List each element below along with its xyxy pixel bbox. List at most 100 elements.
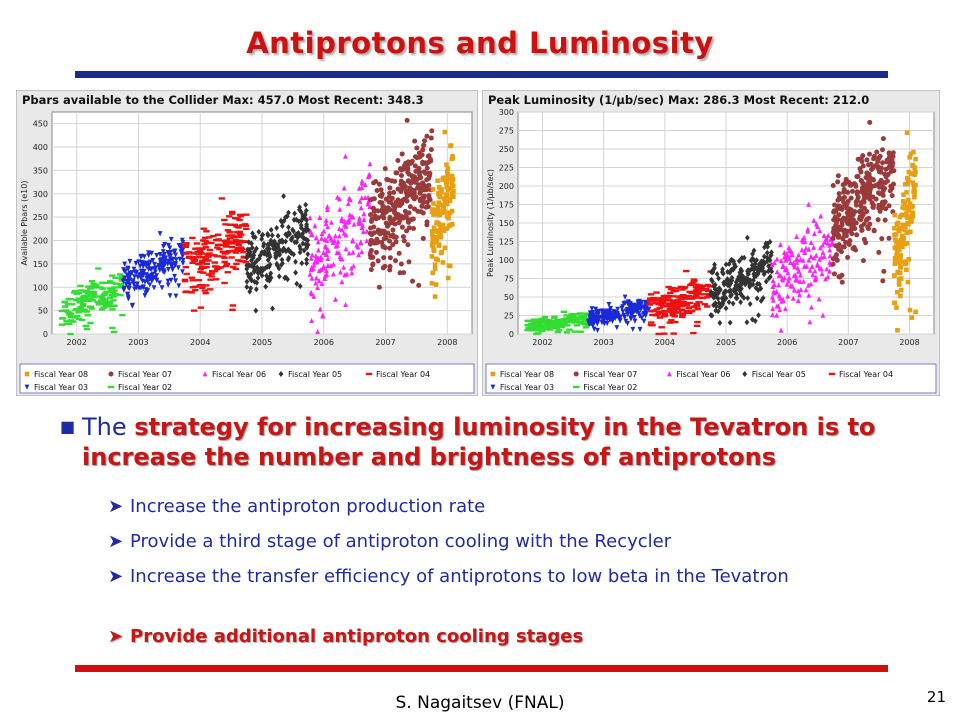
series-fiscal-year-04 [646, 270, 714, 335]
data-point [268, 226, 274, 233]
data-point [70, 291, 78, 294]
data-point [890, 150, 896, 156]
data-point [182, 265, 190, 269]
legend-marker [365, 372, 373, 376]
data-point [854, 174, 860, 180]
x-tick-label: 2002 [532, 338, 552, 347]
data-point [237, 249, 245, 253]
page-number: 21 [926, 688, 946, 706]
data-point [268, 274, 274, 281]
data-point [321, 228, 327, 234]
data-point [812, 268, 818, 274]
data-point [560, 320, 568, 323]
data-point [764, 254, 770, 261]
data-point [446, 176, 451, 181]
data-point [271, 245, 276, 252]
data-point [226, 215, 233, 218]
data-point [68, 303, 76, 306]
data-point [190, 252, 197, 255]
data-point-min [432, 294, 438, 299]
data-point [110, 299, 117, 302]
data-point [281, 247, 286, 254]
data-point [839, 222, 845, 228]
data-point [397, 270, 403, 276]
data-point [420, 147, 426, 153]
data-point [279, 237, 285, 244]
data-point [830, 229, 836, 235]
data-point [226, 231, 234, 234]
data-point [612, 315, 618, 322]
data-point [124, 272, 130, 278]
data-point [716, 300, 722, 307]
data-point [451, 188, 456, 194]
data-point [432, 262, 438, 268]
data-point [58, 309, 65, 313]
data-point [146, 252, 151, 259]
data-point [883, 166, 889, 172]
data-point [447, 263, 453, 269]
data-point [874, 149, 880, 155]
series-fiscal-year-07 [830, 136, 897, 284]
data-point [410, 175, 416, 181]
data-point [536, 324, 544, 327]
data-point [838, 204, 844, 210]
data-point [843, 239, 849, 245]
data-point [195, 247, 203, 250]
data-point [401, 238, 407, 244]
data-point [741, 294, 747, 301]
data-point [647, 302, 654, 305]
data-point [629, 311, 635, 317]
data-point [603, 313, 609, 319]
series-max-point [595, 294, 628, 334]
data-point [641, 312, 647, 318]
data-point [429, 254, 435, 259]
data-point [563, 331, 571, 334]
y-tick-label: 150 [499, 219, 514, 228]
data-point [270, 305, 275, 312]
data-point [852, 181, 858, 187]
data-point [600, 308, 606, 314]
data-point [780, 297, 786, 303]
data-point [899, 243, 905, 249]
data-point [304, 216, 310, 223]
data-point [304, 256, 309, 263]
data-point [736, 258, 742, 265]
data-point [147, 273, 153, 279]
data-point [294, 239, 300, 246]
data-point [646, 306, 652, 312]
data-point [177, 244, 183, 250]
data-point [204, 253, 211, 256]
data-point [320, 265, 326, 271]
data-point [836, 212, 842, 218]
data-point [109, 291, 117, 294]
sub-bullet-text: Increase the antiproton production rate [130, 496, 486, 517]
data-point [436, 242, 442, 247]
data-point [313, 275, 319, 281]
data-point [441, 228, 447, 233]
data-point [264, 272, 270, 279]
data-point [661, 313, 669, 316]
data-point [393, 258, 399, 264]
legend-entry: Fiscal Year 07 [573, 370, 637, 379]
data-point [277, 238, 283, 245]
data-point [444, 169, 450, 175]
data-point [446, 215, 451, 221]
data-point [751, 247, 757, 254]
data-point [309, 252, 315, 258]
data-point [905, 181, 910, 187]
data-point [246, 273, 252, 280]
data-point [103, 290, 110, 293]
data-point [673, 306, 681, 309]
data-point [244, 284, 250, 291]
data-point [313, 235, 319, 241]
data-point [368, 212, 374, 218]
data-point [723, 261, 729, 268]
data-point [232, 267, 240, 271]
y-axis-label: Peak Luminosity (1/μb/sec) [486, 169, 495, 277]
data-point [765, 243, 771, 250]
data-point [59, 317, 66, 320]
y-tick-label: 350 [33, 166, 48, 175]
data-point [279, 219, 285, 226]
data-point [99, 287, 106, 290]
data-point-min [655, 332, 662, 336]
